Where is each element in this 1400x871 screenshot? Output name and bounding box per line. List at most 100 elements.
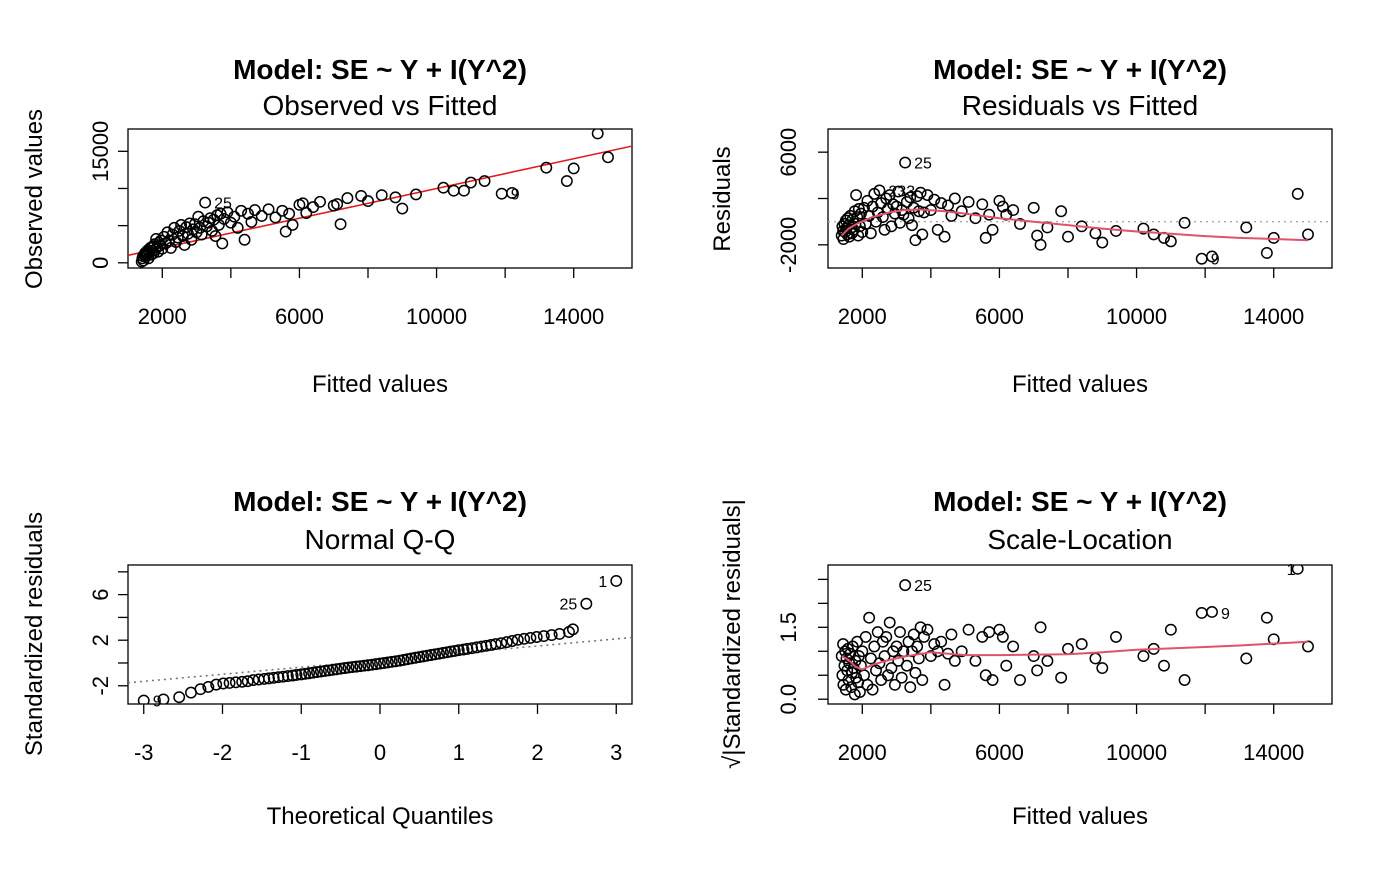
data-point bbox=[272, 671, 285, 684]
panel-subtitle: Residuals vs Fitted bbox=[962, 90, 1199, 121]
data-point bbox=[845, 221, 858, 234]
data-point bbox=[1147, 228, 1160, 241]
data-point bbox=[914, 186, 927, 199]
data-point bbox=[545, 629, 558, 642]
data-point bbox=[389, 655, 402, 668]
y-tick-label: 2 bbox=[88, 634, 113, 646]
point-id-label: 25 bbox=[214, 196, 232, 213]
data-point bbox=[303, 667, 316, 680]
data-point bbox=[506, 635, 519, 647]
data-point bbox=[935, 197, 948, 210]
data-point bbox=[909, 666, 922, 679]
y-tick-label: 6 bbox=[88, 588, 113, 600]
data-point bbox=[1096, 236, 1109, 249]
x-axis-title: Fitted values bbox=[1012, 371, 1148, 398]
data-point bbox=[986, 674, 999, 686]
data-point bbox=[202, 680, 215, 693]
data-point bbox=[852, 229, 865, 242]
x-tick-label: 14000 bbox=[1243, 304, 1304, 329]
plot-area bbox=[828, 156, 1332, 265]
y-tick-label: 1.5 bbox=[776, 612, 801, 643]
data-point bbox=[1014, 218, 1026, 230]
data-point bbox=[850, 189, 863, 201]
data-point bbox=[231, 221, 244, 234]
data-point bbox=[276, 204, 289, 217]
data-point bbox=[311, 666, 323, 679]
data-point bbox=[1000, 659, 1013, 672]
point-id-label: 1 bbox=[1287, 562, 1296, 579]
data-point bbox=[979, 231, 992, 244]
data-point bbox=[888, 678, 901, 691]
x-tick-label: 0 bbox=[374, 740, 386, 765]
data-point bbox=[194, 221, 206, 234]
data-point bbox=[928, 193, 941, 206]
data-point bbox=[900, 659, 913, 672]
data-point bbox=[267, 671, 280, 684]
data-point bbox=[948, 192, 961, 205]
data-point bbox=[567, 162, 580, 175]
y-tick-label: -2 bbox=[88, 676, 113, 696]
data-point bbox=[334, 662, 347, 675]
data-point bbox=[948, 654, 961, 667]
data-point bbox=[918, 206, 930, 219]
data-point bbox=[440, 646, 453, 659]
data-point bbox=[217, 677, 230, 690]
data-point bbox=[314, 665, 327, 678]
data-point bbox=[1260, 611, 1273, 624]
data-point bbox=[281, 670, 294, 683]
data-point bbox=[300, 207, 313, 219]
point-id-label: 9 bbox=[511, 187, 520, 204]
data-point bbox=[530, 631, 543, 643]
y-axis-title: Observed values bbox=[21, 109, 48, 289]
x-tick-label: 14000 bbox=[1243, 740, 1304, 765]
data-point bbox=[1137, 222, 1150, 235]
data-point bbox=[506, 186, 518, 199]
plot-area bbox=[835, 565, 1314, 701]
data-point bbox=[931, 223, 944, 236]
panel-4: Model: SE ~ Y + I(Y^2) Scale-Location Fitt… bbox=[719, 486, 1333, 830]
data-point bbox=[955, 205, 968, 218]
data-point bbox=[235, 204, 248, 217]
data-point bbox=[385, 655, 398, 668]
data-point bbox=[1291, 565, 1304, 575]
data-point bbox=[307, 201, 320, 213]
data-point bbox=[1027, 201, 1040, 214]
data-point bbox=[938, 230, 951, 243]
data-point bbox=[882, 669, 894, 682]
data-point bbox=[906, 219, 918, 232]
data-point bbox=[1195, 252, 1208, 265]
data-point bbox=[405, 652, 418, 665]
data-point bbox=[452, 644, 465, 657]
x-tick-label: -1 bbox=[291, 740, 311, 765]
data-point bbox=[413, 651, 426, 664]
data-point bbox=[866, 683, 879, 696]
data-point bbox=[945, 628, 958, 641]
data-point bbox=[381, 656, 394, 669]
data-point bbox=[553, 627, 566, 640]
data-point bbox=[955, 645, 968, 658]
data-point bbox=[1240, 652, 1253, 665]
point-id-label: 25 bbox=[914, 156, 932, 173]
data-point bbox=[1206, 606, 1218, 618]
data-point bbox=[894, 626, 906, 639]
data-point bbox=[330, 663, 343, 676]
y-tick-label: 6000 bbox=[776, 128, 801, 177]
data-point bbox=[173, 691, 186, 704]
data-point bbox=[366, 658, 379, 671]
data-point bbox=[458, 184, 470, 197]
x-axis-title: Theoretical Quantiles bbox=[267, 803, 494, 830]
data-point bbox=[921, 623, 934, 636]
data-point bbox=[899, 579, 912, 592]
data-point bbox=[210, 678, 223, 691]
data-point bbox=[346, 661, 359, 674]
data-point bbox=[500, 636, 513, 649]
x-tick-label: 3 bbox=[610, 740, 622, 765]
data-point bbox=[375, 189, 388, 202]
panel-3: Model: SE ~ Y + I(Y^2) Normal Q-Q Theoreti… bbox=[21, 486, 633, 830]
data-point bbox=[511, 633, 524, 646]
panel-subtitle: Observed vs Fitted bbox=[263, 90, 498, 121]
x-tick-label: 10000 bbox=[1106, 304, 1167, 329]
point-id-label: 9 bbox=[1211, 252, 1220, 269]
data-point bbox=[993, 194, 1006, 207]
data-point bbox=[228, 210, 241, 223]
